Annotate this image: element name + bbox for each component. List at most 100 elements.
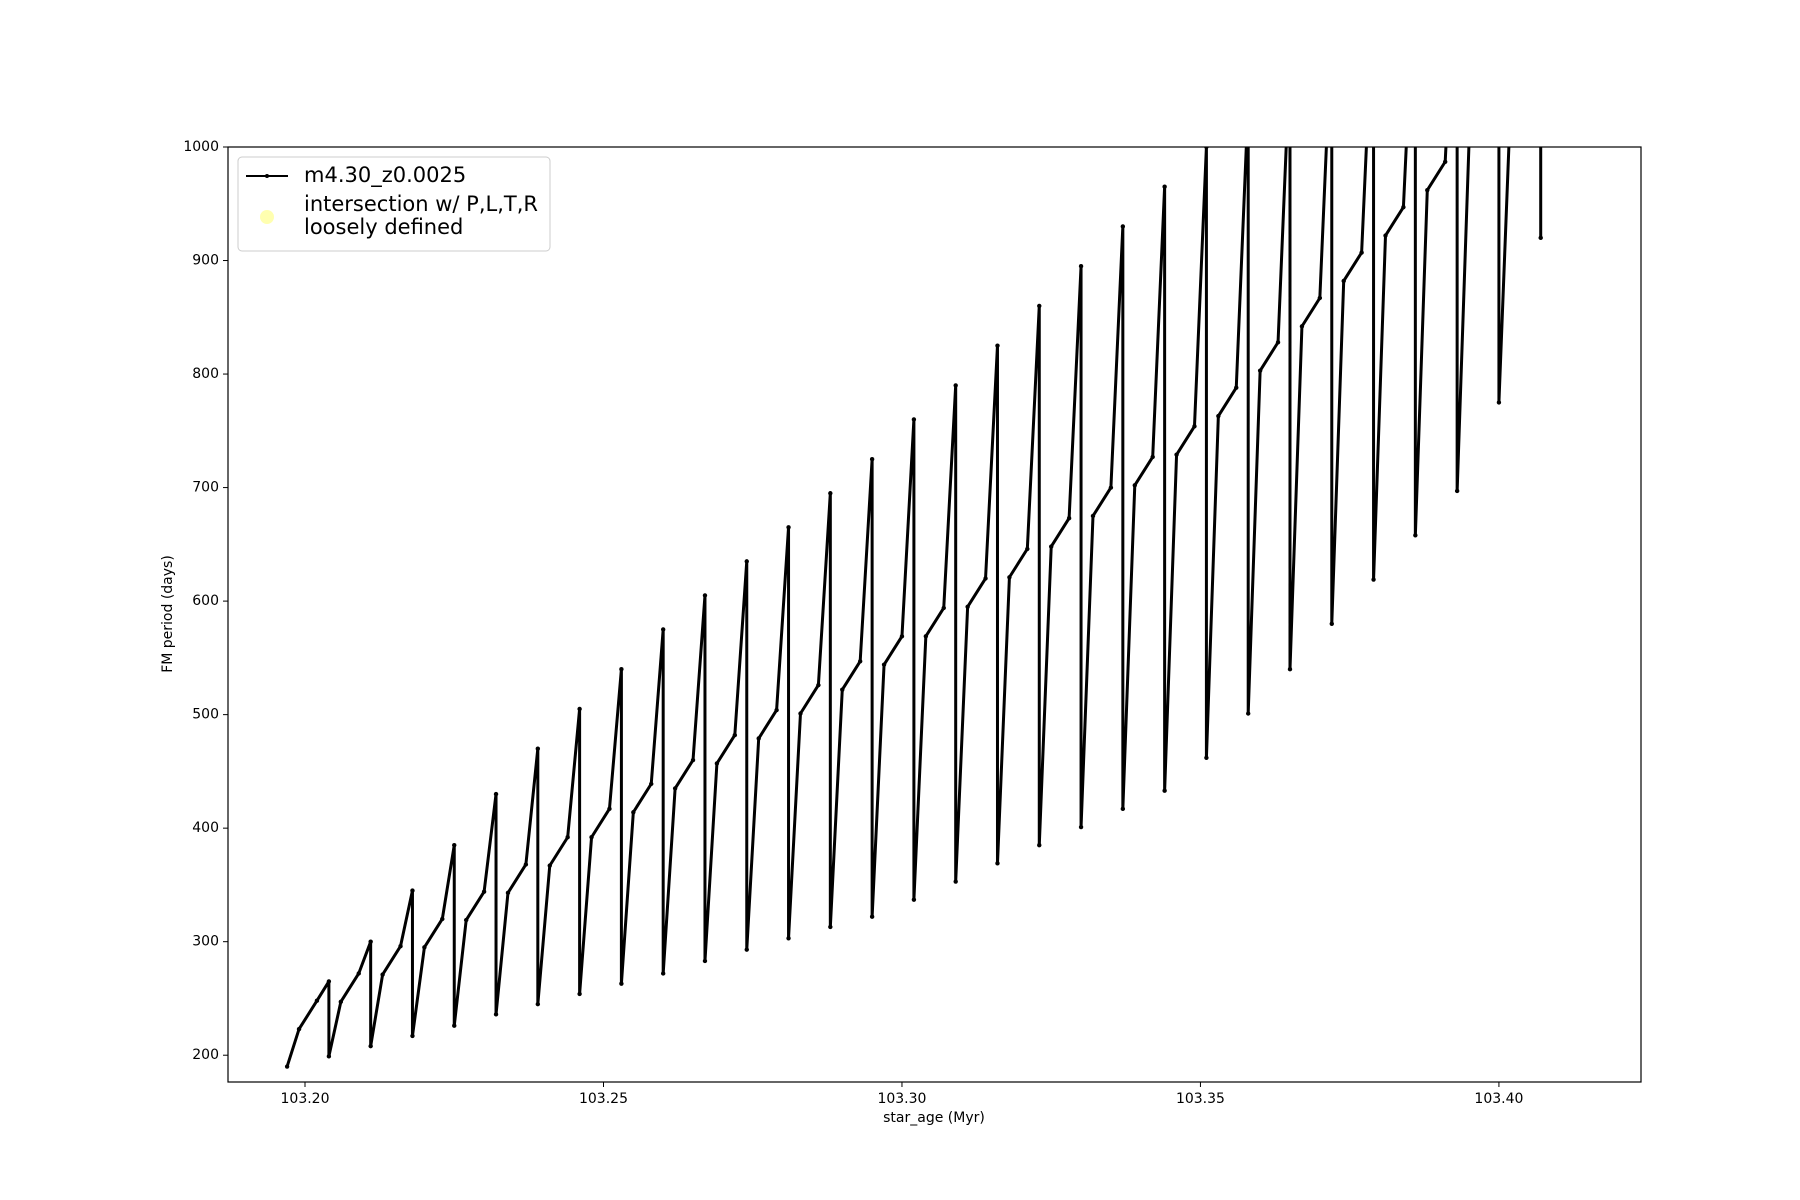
data-point — [1538, 235, 1543, 241]
data-point — [995, 861, 1000, 866]
data-point — [1371, 577, 1376, 582]
data-point — [452, 842, 457, 848]
data-point — [356, 971, 361, 976]
data-point — [649, 781, 654, 787]
data-point — [422, 945, 427, 950]
data-point — [1401, 204, 1406, 210]
data-point — [410, 1033, 415, 1039]
data-point — [1341, 278, 1346, 284]
data-point — [326, 1054, 332, 1059]
data-point — [1234, 385, 1239, 390]
data-point — [1287, 667, 1293, 672]
data-point — [1329, 621, 1334, 627]
data-point — [1257, 368, 1263, 373]
data-point — [1108, 485, 1114, 490]
x-tick-label: 103.35 — [1176, 1091, 1225, 1107]
data-point — [881, 662, 887, 667]
data-point — [702, 593, 708, 598]
data-point — [1442, 159, 1448, 164]
data-point — [983, 576, 988, 581]
data-point — [1275, 340, 1281, 345]
data-point — [1162, 184, 1167, 189]
data-point — [577, 991, 582, 997]
x-tick-label: 103.20 — [281, 1091, 330, 1107]
data-point — [523, 862, 529, 867]
data-point — [941, 605, 946, 611]
data-point — [314, 998, 320, 1003]
data-point — [284, 1064, 290, 1069]
data-point — [798, 711, 803, 716]
y-tick-label: 300 — [192, 934, 219, 950]
data-point — [1150, 454, 1155, 460]
data-point — [744, 947, 749, 952]
data-point — [505, 890, 511, 896]
data-point — [1049, 544, 1054, 549]
data-point — [816, 682, 821, 688]
data-point — [565, 835, 570, 840]
y-axis-label: FM period (days) — [160, 555, 176, 673]
data-point — [965, 604, 970, 609]
data-point — [1078, 824, 1084, 830]
data-point — [368, 939, 373, 944]
data-point — [899, 634, 905, 639]
data-point — [840, 687, 845, 692]
data-point — [481, 889, 487, 894]
data-point — [911, 897, 917, 902]
data-point — [732, 732, 738, 738]
data-point — [786, 936, 791, 941]
data-point — [1162, 788, 1167, 793]
data-point — [1299, 324, 1305, 329]
data-point — [410, 888, 415, 893]
data-point — [995, 343, 1000, 348]
data-point — [607, 806, 612, 812]
data-point — [869, 456, 875, 462]
data-point — [1192, 424, 1197, 429]
data-point — [1037, 842, 1042, 848]
data-point — [1120, 224, 1126, 229]
x-tick-label: 103.25 — [579, 1091, 628, 1107]
data-point — [631, 810, 636, 815]
data-point — [535, 746, 541, 751]
data-point — [1454, 488, 1460, 494]
plot-area — [284, 147, 1543, 1069]
y-tick-label: 500 — [192, 707, 219, 723]
y-tick-label: 600 — [192, 593, 219, 609]
data-point — [1317, 295, 1323, 301]
data-point — [1359, 250, 1364, 255]
data-point — [463, 917, 469, 923]
data-point — [1174, 452, 1179, 457]
data-point — [869, 914, 875, 919]
legend-box — [237, 156, 551, 252]
y-tick-label: 1000 — [183, 139, 219, 155]
y-tick-label: 800 — [192, 366, 219, 382]
data-point — [774, 707, 779, 713]
data-point — [296, 1026, 302, 1032]
data-point — [1090, 513, 1096, 519]
y-tick-label: 400 — [192, 820, 219, 836]
data-point — [1246, 711, 1251, 716]
data-point — [1204, 755, 1209, 760]
data-point — [786, 525, 791, 530]
data-point — [493, 1012, 499, 1017]
data-point — [398, 944, 403, 949]
data-point — [923, 634, 929, 639]
data-point — [744, 559, 749, 564]
data-point — [702, 958, 708, 964]
legend-marker — [260, 210, 274, 224]
y-tick-label: 700 — [192, 480, 219, 496]
data-point — [953, 383, 958, 388]
data-point — [619, 667, 624, 672]
data-point — [493, 791, 499, 797]
data-point — [1425, 187, 1430, 193]
data-point — [672, 786, 678, 791]
x-tick-label: 103.30 — [877, 1091, 926, 1107]
data-point — [338, 999, 344, 1005]
data-point — [714, 761, 720, 766]
data-point — [535, 1001, 541, 1007]
data-point — [589, 835, 594, 840]
data-point — [1037, 303, 1042, 309]
x-tick-label: 103.40 — [1474, 1091, 1523, 1107]
data-point — [1120, 806, 1126, 812]
data-point — [1025, 546, 1030, 552]
